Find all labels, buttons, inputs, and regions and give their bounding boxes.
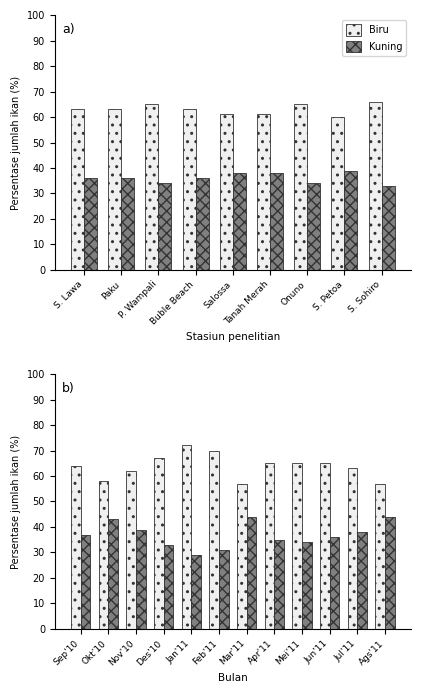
Bar xyxy=(108,519,118,629)
Text: b): b) xyxy=(62,382,75,395)
Bar xyxy=(375,484,385,629)
Bar xyxy=(385,517,395,629)
Bar xyxy=(257,115,270,270)
Bar xyxy=(357,532,367,629)
Bar xyxy=(71,466,81,629)
Bar xyxy=(181,446,191,629)
Bar xyxy=(270,173,283,270)
Bar xyxy=(307,183,320,270)
Bar xyxy=(381,186,395,270)
Bar xyxy=(294,104,307,270)
Bar xyxy=(154,458,164,629)
Legend: Biru, Kuning: Biru, Kuning xyxy=(342,20,406,56)
Y-axis label: Persentase jumlah ikan (%): Persentase jumlah ikan (%) xyxy=(11,76,21,210)
Bar xyxy=(126,471,136,629)
Bar xyxy=(196,178,208,270)
Bar xyxy=(81,534,90,629)
Text: a): a) xyxy=(62,23,75,36)
X-axis label: Bulan: Bulan xyxy=(218,673,248,683)
Bar xyxy=(369,102,381,270)
Bar xyxy=(191,555,201,629)
Y-axis label: Persentase jumlah ikan (%): Persentase jumlah ikan (%) xyxy=(11,434,21,568)
Bar xyxy=(164,545,173,629)
Bar xyxy=(247,517,256,629)
Bar xyxy=(292,464,302,629)
Bar xyxy=(331,117,344,270)
Bar xyxy=(145,104,158,270)
Bar xyxy=(183,110,196,270)
Bar xyxy=(320,464,330,629)
Bar xyxy=(302,542,312,629)
Bar xyxy=(330,537,339,629)
Bar xyxy=(274,540,284,629)
Bar xyxy=(71,110,84,270)
X-axis label: Stasiun penelitian: Stasiun penelitian xyxy=(186,332,280,342)
Bar xyxy=(344,171,357,270)
Bar xyxy=(121,178,134,270)
Bar xyxy=(209,450,219,629)
Bar xyxy=(219,550,229,629)
Bar xyxy=(265,464,274,629)
Bar xyxy=(348,468,357,629)
Bar xyxy=(158,183,171,270)
Bar xyxy=(84,178,97,270)
Bar xyxy=(108,110,121,270)
Bar xyxy=(237,484,247,629)
Bar xyxy=(136,530,146,629)
Bar xyxy=(233,173,246,270)
Bar xyxy=(99,481,108,629)
Bar xyxy=(220,115,233,270)
